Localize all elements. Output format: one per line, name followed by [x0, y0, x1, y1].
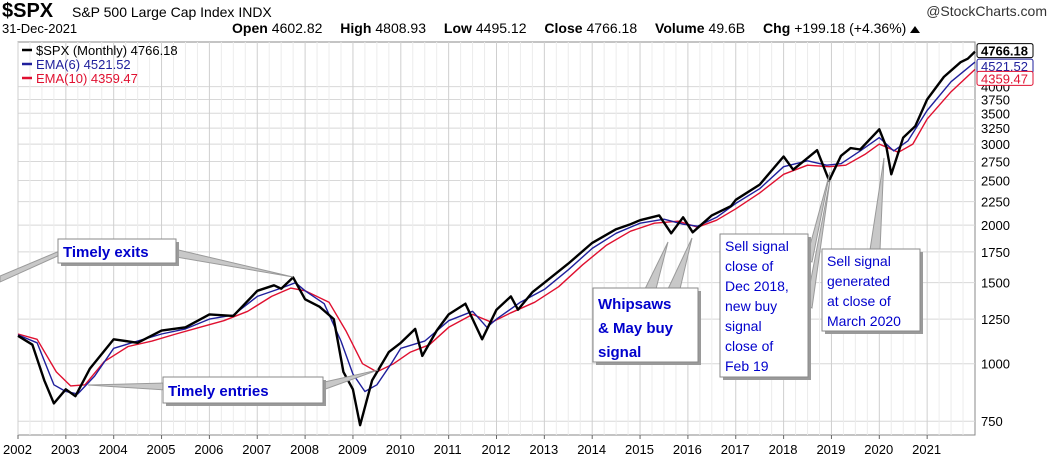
y-tick-label: 1000 [981, 357, 1010, 372]
high-value: 4808.93 [375, 20, 426, 36]
open-label: Open [232, 20, 268, 36]
y-tick-label: 3000 [981, 137, 1010, 152]
x-tick-label: 2010 [386, 442, 415, 457]
chg-value: +199.18 (+4.36%) [794, 20, 907, 36]
callout-text: Sell signal [725, 238, 789, 254]
callout-box [162, 376, 324, 404]
spx-price-line [17, 50, 976, 427]
x-tick-label: 2006 [194, 442, 223, 457]
x-tick-label: 2008 [290, 442, 319, 457]
close-label: Close [544, 20, 583, 36]
chart-header: $SPX S&P 500 Large Cap Index INDX @Stock… [0, 0, 1053, 40]
x-tick-label: 2005 [147, 442, 176, 457]
y-tick-label: 2500 [981, 174, 1010, 189]
y-tick-label: 2000 [981, 218, 1010, 233]
x-tick-label: 2014 [577, 442, 606, 457]
callout-text: at close of [827, 293, 891, 309]
x-tick-label: 2016 [673, 442, 702, 457]
price-chart: Timely exits Timely entries Whipsaws & May … [0, 41, 1034, 457]
high-label: High [340, 20, 372, 36]
brand-logo: @StockCharts.com [926, 3, 1047, 19]
close-value: 4766.18 [586, 20, 638, 36]
y-tick-label: 2250 [981, 195, 1010, 210]
callout-2: Whipsaws & May buy signal [592, 237, 701, 365]
index-name: S&P 500 Large Cap Index INDX [72, 4, 272, 20]
x-tick-label: 2015 [625, 442, 654, 457]
x-tick-label: 2004 [99, 442, 128, 457]
chart-axes: 7501000125015001750200022502500275030003… [3, 80, 1010, 457]
y-tick-label: 3500 [981, 106, 1010, 121]
up-arrow-icon [910, 26, 921, 33]
callout-box [592, 287, 699, 363]
y-tick-label: 2750 [981, 154, 1010, 169]
callout-4: Sell signal generated at close of March 202… [821, 157, 923, 334]
callout-text: Sell signal [827, 253, 891, 269]
x-tick-label: 2009 [338, 442, 367, 457]
callout-0: Timely exits [0, 238, 294, 283]
callout-box [719, 233, 809, 378]
volume-label: Volume [655, 20, 705, 36]
legend-entry: EMA(10) 4359.47 [36, 71, 138, 86]
x-tick-label: 2021 [912, 442, 941, 457]
callout-text: generated [827, 273, 890, 289]
exchange-code: INDX [238, 4, 272, 20]
callout-text: close of [725, 258, 773, 274]
callout-text: & May buy [598, 320, 674, 337]
callout-box [821, 248, 921, 332]
callout-text: Timely entries [168, 383, 269, 400]
callout-box [57, 238, 177, 264]
last-value-tag [976, 70, 1034, 86]
y-tick-label: 750 [981, 414, 1003, 429]
x-tick-label: 2007 [242, 442, 271, 457]
last-value-label: 4359.47 [981, 71, 1028, 86]
y-tick-label: 1500 [981, 276, 1010, 291]
callout-text: close of [725, 338, 773, 354]
last-value-tag [976, 43, 1034, 59]
volume-value: 49.6B [708, 20, 746, 36]
chart-date: 31-Dec-2021 [2, 21, 78, 36]
y-tick-label: 3250 [981, 121, 1010, 136]
y-tick-label: 1250 [981, 312, 1010, 327]
ohlc-bar: Open 4602.82 High 4808.93 Low 4495.12 Close… [232, 20, 921, 36]
annotation-callouts: Timely exits Timely entries Whipsaws & May … [0, 157, 923, 406]
x-tick-label: 2002 [3, 442, 32, 457]
low-value: 4495.12 [475, 20, 527, 36]
callout-text: Timely exits [63, 244, 149, 261]
open-value: 4602.82 [271, 20, 323, 36]
x-tick-label: 2012 [482, 442, 511, 457]
x-tick-label: 2019 [816, 442, 845, 457]
callout-text: March 2020 [827, 313, 901, 329]
x-tick-label: 2003 [51, 442, 80, 457]
legend-entry: EMA(6) 4521.52 [36, 57, 131, 72]
ticker-symbol: $SPX [2, 0, 54, 22]
x-tick-label: 2017 [721, 442, 750, 457]
ema6-line [17, 61, 976, 395]
index-full-name: S&P 500 Large Cap Index [72, 4, 235, 20]
ema10-line [17, 68, 976, 387]
x-tick-label: 2018 [769, 442, 798, 457]
callout-text: Whipsaws [598, 296, 671, 313]
last-value-label: 4766.18 [981, 44, 1028, 59]
x-tick-label: 2011 [434, 442, 462, 457]
callout-3: Sell signal close of Dec 2018, new buy signa… [719, 171, 831, 380]
callout-text: Dec 2018, [725, 278, 789, 294]
low-label: Low [443, 20, 472, 36]
chg-label: Chg [763, 20, 791, 36]
y-tick-label: 3750 [981, 93, 1010, 108]
callout-text: signal [725, 318, 762, 334]
x-tick-label: 2013 [529, 442, 558, 457]
legend-entry: $SPX (Monthly) 4766.18 [36, 43, 178, 58]
chart-series [17, 50, 976, 427]
last-value-label: 4521.52 [981, 59, 1028, 74]
callout-text: Feb 19 [725, 358, 769, 374]
callout-1: Timely entries [87, 369, 379, 406]
y-tick-label: 1750 [981, 245, 1010, 260]
x-tick-label: 2020 [864, 442, 893, 457]
callout-text: signal [598, 344, 641, 361]
callout-text: new buy [725, 298, 777, 314]
